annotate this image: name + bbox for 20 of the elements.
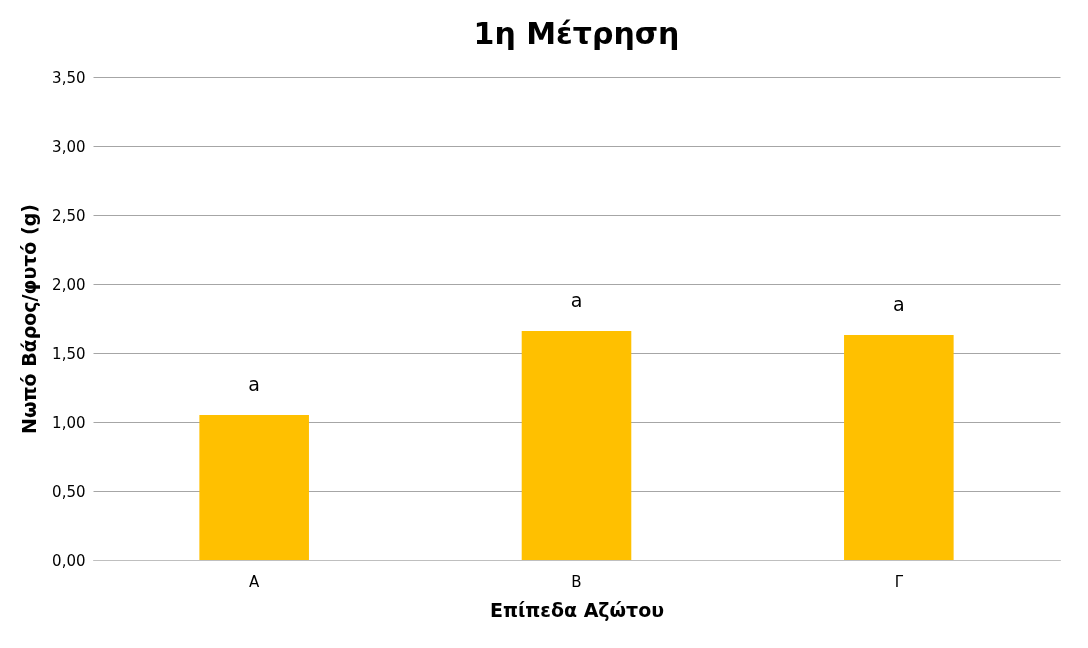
y-tick-label: 3,00 (52, 137, 86, 156)
annotation: a (570, 288, 583, 311)
annotation: a (248, 373, 260, 396)
x-tick-label: Β (571, 572, 582, 591)
y-tick-label: 3,50 (52, 68, 86, 87)
y-tick-label: 0,00 (52, 551, 86, 570)
annotation: a (893, 293, 905, 316)
chart-title: 1η Μέτρηση (473, 16, 680, 51)
bar (521, 330, 632, 560)
y-tick-label: 1,00 (52, 413, 86, 432)
x-tick-label: Γ (894, 572, 904, 591)
bar (199, 415, 309, 560)
x-axis-title: Επίπεδα Αζώτου (489, 598, 665, 621)
y-tick-label: 2,50 (52, 206, 86, 225)
y-tick-label: 0,50 (52, 482, 86, 501)
x-tick-label: Α (249, 572, 261, 591)
y-tick-label: 1,50 (52, 344, 86, 363)
y-axis-title: Νωπό Βάρος/φυτό (g) (18, 204, 41, 434)
bar (844, 335, 954, 560)
y-tick-label: 2,00 (52, 275, 86, 294)
